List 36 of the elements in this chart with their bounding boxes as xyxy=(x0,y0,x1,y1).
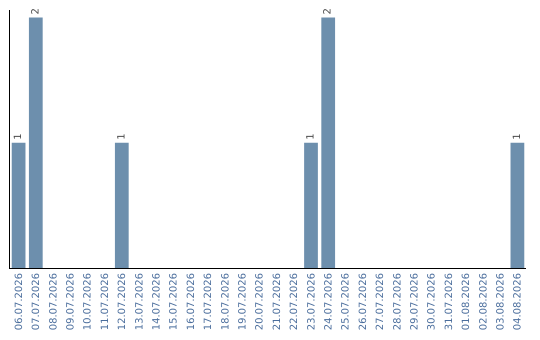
x-tick-label: 15.07.2026 xyxy=(168,273,180,330)
x-tick-label: 03.08.2026 xyxy=(495,273,506,330)
x-tick-label: 07.07.2026 xyxy=(31,273,42,330)
data-label: 1 xyxy=(116,133,128,140)
x-tick-label: 25.07.2026 xyxy=(340,273,352,330)
x-tick-label: 10.07.2026 xyxy=(82,273,94,330)
x-tick-label: 14.07.2026 xyxy=(151,273,162,330)
data-label: 2 xyxy=(322,8,334,15)
x-tick-label: 30.07.2026 xyxy=(426,273,438,330)
x-tick-label: 18.07.2026 xyxy=(220,273,232,330)
x-tick-label: 19.07.2026 xyxy=(237,273,248,330)
data-label: 1 xyxy=(13,133,24,140)
x-tick-label: 02.08.2026 xyxy=(478,273,490,330)
x-tick-label: 09.07.2026 xyxy=(65,273,76,330)
x-tick-label: 20.07.2026 xyxy=(254,273,266,330)
x-tick-label: 24.07.2026 xyxy=(323,273,334,330)
x-tick-label: 17.07.2026 xyxy=(203,273,214,330)
x-tick-label: 26.07.2026 xyxy=(358,273,369,330)
x-tick-label: 29.07.2026 xyxy=(409,273,420,330)
x-tick-label: 11.07.2026 xyxy=(100,273,111,330)
x-tick-label: 31.07.2026 xyxy=(444,273,455,330)
x-tick-label: 06.07.2026 xyxy=(14,273,25,330)
x-tick-label: 22.07.2026 xyxy=(289,273,300,330)
x-tick-label: 23.07.2026 xyxy=(306,273,318,330)
data-label: 1 xyxy=(306,133,316,140)
x-tick-label: 01.08.2026 xyxy=(461,273,472,330)
x-tick-label: 21.07.2026 xyxy=(272,273,283,330)
x-tick-label: 08.07.2026 xyxy=(48,273,60,330)
x-tick-label: 28.07.2026 xyxy=(392,273,404,330)
x-tick-label: 13.07.2026 xyxy=(134,273,146,330)
x-tick-label: 12.07.2026 xyxy=(117,273,128,330)
data-label: 1 xyxy=(512,133,523,140)
x-tick-label: 04.08.2026 xyxy=(512,273,524,330)
x-tick-label: 27.07.2026 xyxy=(375,273,386,330)
data-label: 2 xyxy=(30,8,42,15)
x-tick-label: 16.07.2026 xyxy=(186,273,197,330)
